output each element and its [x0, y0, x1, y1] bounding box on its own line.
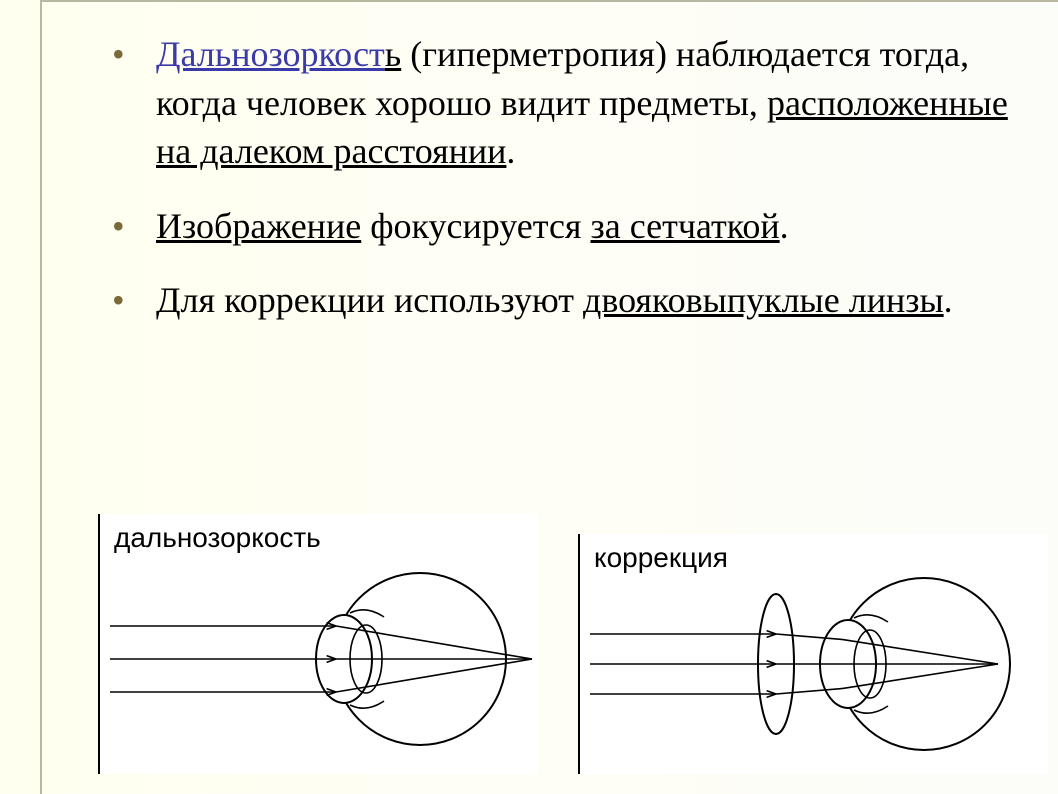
slide-frame: Дальнозоркость (гиперметропия) наблюдает…	[40, 0, 1058, 794]
bullet2-u2: за сетчаткой	[591, 206, 780, 246]
caption-correction: коррекция	[594, 542, 728, 574]
bullet3-u1: двояковыпуклые линзы	[583, 280, 944, 320]
term-link-tail: ь	[385, 34, 401, 74]
term-link[interactable]: Дальнозоркост	[156, 34, 385, 74]
bullet-list: Дальнозоркость (гиперметропия) наблюдает…	[112, 30, 1010, 325]
diagram-row: дальнозоркость коррекция	[98, 514, 1038, 774]
bullet1-tail: .	[506, 131, 515, 171]
bullet2-tail: .	[780, 206, 789, 246]
diagram-correction: коррекция	[578, 534, 1048, 774]
bullet-item-2: Изображение фокусируется за сетчаткой.	[112, 202, 1010, 251]
bullet-item-1: Дальнозоркость (гиперметропия) наблюдает…	[112, 30, 1010, 176]
diagram-hyperopia: дальнозоркость	[98, 514, 538, 774]
caption-hyperopia: дальнозоркость	[114, 522, 321, 554]
text-content: Дальнозоркость (гиперметропия) наблюдает…	[42, 2, 1058, 325]
bullet-item-3: Для коррекции используют двояковыпуклые …	[112, 276, 1010, 325]
bullet2-mid: фокусируется	[361, 206, 590, 246]
bullet3-tail: .	[944, 280, 953, 320]
bullet2-u1: Изображение	[156, 206, 361, 246]
bullet3-pre: Для коррекции используют	[156, 280, 583, 320]
